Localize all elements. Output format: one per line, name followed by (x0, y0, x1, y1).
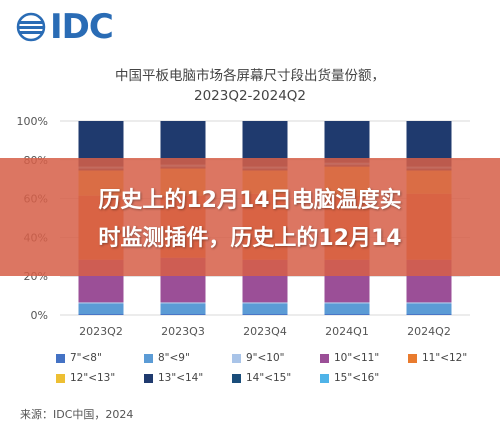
legend-item: 11"<12" (408, 352, 467, 364)
chart-title: 中国平板电脑市场各屏幕尺寸段出货量份额， (115, 68, 385, 84)
legend-item: 13"<14" (144, 372, 203, 384)
bar-segment (242, 314, 288, 315)
y-tick-label: 100% (17, 115, 48, 128)
legend-swatch (144, 353, 153, 363)
legend-label: 8"<9" (158, 352, 190, 364)
bar-segment (324, 302, 370, 304)
bar-segment (78, 303, 124, 315)
overlay-line-1: 历史上的12月14日电脑温度实 (98, 188, 402, 213)
bar-segment (160, 302, 206, 304)
bar-segment (324, 121, 370, 163)
legend-swatch (320, 373, 329, 383)
x-tick-label: 2023Q3 (161, 325, 205, 338)
legend-swatch (408, 353, 417, 363)
headline-overlay: 历史上的12月14日电脑温度实 时监测插件，历史上的12月14 (0, 158, 500, 276)
legend-swatch (232, 373, 241, 383)
legend-item: 7"<8" (56, 352, 102, 364)
bar-segment (160, 314, 206, 315)
bar-segment (160, 303, 206, 315)
legend-label: 10"<11" (334, 352, 380, 364)
legend-swatch (232, 353, 241, 363)
legend-label: 14"<15" (246, 372, 292, 384)
bar-segment (324, 303, 370, 315)
legend-label: 13"<14" (158, 372, 204, 384)
y-tick-label: 0% (31, 309, 48, 322)
x-tick-label: 2023Q2 (79, 325, 123, 338)
legend-label: 11"<12" (422, 352, 468, 364)
legend-item: 12"<13" (56, 372, 115, 384)
legend-label: 9"<10" (246, 352, 285, 364)
legend-swatch (144, 373, 153, 383)
globe-icon (16, 12, 46, 42)
legend-item: 10"<11" (320, 352, 379, 364)
bar-segment (242, 302, 288, 304)
legend-label: 7"<8" (70, 352, 102, 364)
overlay-line-2: 时监测插件，历史上的12月14 (98, 226, 402, 251)
logo-text: IDC (50, 7, 114, 47)
bar-segment (78, 314, 124, 315)
legend-swatch (56, 353, 65, 363)
x-tick-label: 2024Q2 (407, 325, 451, 338)
bar-segment (242, 303, 288, 315)
x-tick-label: 2024Q1 (325, 325, 369, 338)
legend-label: 12"<13" (70, 372, 116, 384)
bar-segment (406, 303, 452, 315)
x-tick-label: 2023Q4 (243, 325, 287, 338)
bar-segment (324, 314, 370, 315)
legend-item: 8"<9" (144, 352, 190, 364)
chart-subtitle: 2023Q2-2024Q2 (193, 88, 306, 104)
bar-segment (78, 302, 124, 304)
legend-swatch (56, 373, 65, 383)
legend-item: 9"<10" (232, 352, 285, 364)
bar-segment (160, 121, 206, 165)
bar-segment (406, 302, 452, 304)
legend-label: 15"<16" (334, 372, 380, 384)
legend-item: 14"<15" (232, 372, 291, 384)
source-note: 来源：IDC中国，2024 (20, 408, 134, 421)
idc-logo: IDC (16, 7, 114, 47)
x-tick-labels: 2023Q2 2023Q3 2023Q4 2024Q1 2024Q2 (79, 325, 451, 338)
bar-segment (406, 314, 452, 315)
legend-item: 15"<16" (320, 372, 379, 384)
legend-swatch (320, 353, 329, 363)
